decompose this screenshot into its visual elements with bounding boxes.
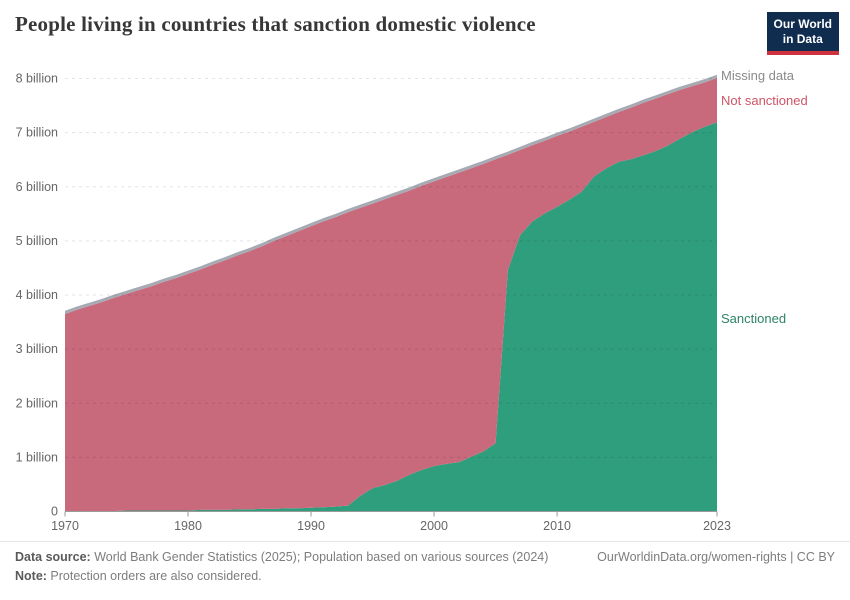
y-tick-label: 7 billion <box>16 126 58 140</box>
x-tick-label: 1990 <box>297 519 325 533</box>
x-tick-label: 1980 <box>174 519 202 533</box>
area-sanctioned[interactable] <box>65 122 717 511</box>
x-tick-label: 2010 <box>543 519 571 533</box>
chart-footer: Data source: World Bank Gender Statistic… <box>0 541 850 583</box>
legend-label-sanctioned[interactable]: Sanctioned <box>721 311 787 326</box>
x-tick-label: 1970 <box>51 519 79 533</box>
legend-label-missing-data[interactable]: Missing data <box>721 68 794 83</box>
y-tick-label: 0 <box>51 505 58 519</box>
note-text: Protection orders are also considered. <box>46 569 262 583</box>
y-tick-label: 1 billion <box>16 450 58 464</box>
note-label: Note: <box>15 569 47 583</box>
y-tick-label: 4 billion <box>16 288 58 302</box>
y-tick-label: 6 billion <box>16 180 58 194</box>
y-tick-label: 8 billion <box>16 72 58 86</box>
data-source-line: Data source: World Bank Gender Statistic… <box>15 550 548 564</box>
owid-logo[interactable]: Our World in Data <box>766 12 839 55</box>
x-tick-label: 2023 <box>703 519 731 533</box>
y-tick-label: 2 billion <box>16 396 58 410</box>
area-missing-data[interactable] <box>65 74 717 314</box>
owid-logo-line2: in Data <box>782 32 823 46</box>
owid-license-link[interactable]: OurWorldinData.org/women-rights | CC BY <box>597 550 835 564</box>
y-tick-label: 5 billion <box>16 234 58 248</box>
note-line: Note: Protection orders are also conside… <box>15 569 835 583</box>
owid-logo-line1: Our World <box>773 17 832 31</box>
y-tick-label: 3 billion <box>16 342 58 356</box>
area-not-sanctioned[interactable] <box>65 78 717 511</box>
legend-label-not-sanctioned[interactable]: Not sanctioned <box>721 93 808 108</box>
page-title: People living in countries that sanction… <box>15 12 536 36</box>
data-source-label: Data source: <box>15 550 91 564</box>
data-source-text: World Bank Gender Statistics (2025); Pop… <box>90 550 549 564</box>
x-tick-label: 2000 <box>420 519 448 533</box>
